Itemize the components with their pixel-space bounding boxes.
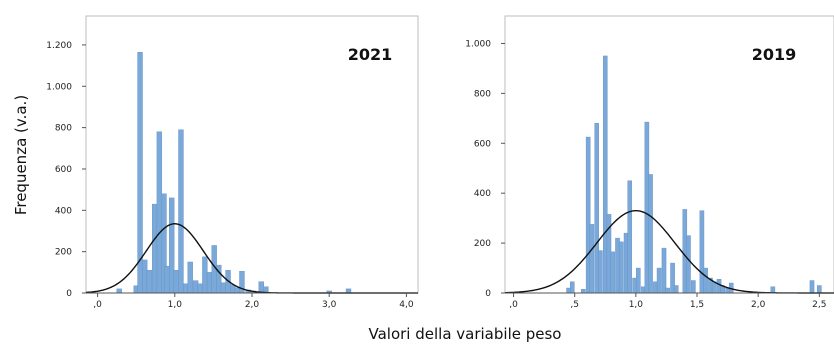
histogram-bar	[206, 272, 213, 294]
histogram-bar	[164, 265, 170, 294]
panel-year-label: 2019	[752, 45, 797, 64]
histogram-bar	[569, 281, 575, 294]
histogram-bar	[220, 282, 227, 294]
y-tick-label: 0	[66, 289, 72, 299]
histogram-bar	[598, 250, 603, 294]
histogram-bar	[661, 247, 667, 294]
y-tick-label: 800	[55, 124, 72, 134]
histogram-panel-2019: 0 200 400 600 800 1.000 ,0 ,5 1,0 1,5 2,0 2,5 2019	[465, 15, 834, 310]
histogram-bar	[648, 174, 653, 294]
histogram-bar	[173, 270, 180, 294]
x-tick-label: ,0	[93, 300, 102, 310]
histogram-bar	[673, 285, 679, 294]
x-tick-label: 2,0	[245, 300, 260, 310]
x-axis: ,0 1,0 2,0 3,0 4,0	[93, 293, 414, 310]
histogram-bar	[627, 180, 633, 294]
y-axis-title: Frequenza (v.a.)	[12, 95, 30, 215]
y-tick-label: 1.000	[465, 39, 491, 49]
y-axis: 0 200 400 600 800 1.000	[465, 39, 505, 299]
histogram-bar	[152, 203, 158, 294]
histogram-bar	[686, 235, 691, 294]
x-tick-label: 2,5	[812, 300, 826, 310]
x-tick-label: ,0	[509, 300, 518, 310]
histogram-bar	[703, 267, 708, 294]
histogram-bar	[116, 288, 122, 294]
x-tick-label: 1,5	[690, 300, 704, 310]
histogram-bar	[589, 224, 595, 294]
y-tick-label: 0	[485, 289, 491, 299]
histogram-bar	[817, 285, 822, 294]
histogram-bar	[770, 286, 776, 294]
histogram-bar	[234, 287, 241, 294]
x-axis: ,0 ,5 1,0 1,5 2,0 2,5	[509, 293, 826, 310]
x-tick-label: 1,0	[629, 300, 644, 310]
y-tick-label: 600	[55, 165, 72, 175]
panel-year-label: 2021	[348, 45, 393, 64]
y-tick-label: 400	[55, 206, 72, 216]
histogram-bar	[581, 289, 586, 294]
histogram-bar	[258, 281, 264, 294]
x-tick-label: 3,0	[322, 300, 337, 310]
histogram-panel-2021: 0 200 400 600 800 1.000 1.200 ,0 1,0 2,0 3,0 4,0 202…	[46, 15, 419, 310]
histogram-bar	[192, 280, 199, 294]
histogram-bar	[665, 287, 670, 294]
y-tick-label: 800	[474, 89, 491, 99]
histogram-bars	[116, 51, 352, 294]
x-tick-label: 2,0	[751, 300, 766, 310]
histogram-bar	[656, 267, 662, 294]
histogram-bar	[182, 283, 189, 294]
histogram-bar	[169, 197, 175, 294]
histogram-bar	[636, 267, 641, 294]
histogram-bars	[566, 55, 822, 294]
x-tick-label: 1,0	[168, 300, 183, 310]
y-tick-label: 1.200	[46, 41, 72, 51]
y-tick-label: 200	[474, 239, 491, 249]
histogram-bar	[197, 283, 203, 294]
histogram-bar	[230, 284, 236, 294]
histogram-bar	[146, 270, 152, 294]
y-axis: 0 200 400 600 800 1.000 1.200	[46, 41, 86, 299]
histogram-bar	[691, 280, 696, 294]
histogram-bar	[156, 131, 163, 294]
y-tick-label: 400	[474, 189, 491, 199]
histogram-bar	[809, 280, 815, 294]
y-tick-label: 600	[474, 139, 491, 149]
histogram-bar	[711, 281, 717, 294]
histogram-bar	[618, 241, 624, 294]
y-tick-label: 200	[55, 248, 72, 258]
x-tick-label: 4,0	[399, 300, 414, 310]
x-axis-title: Valori della variabile peso	[369, 325, 562, 343]
histogram-bar	[187, 261, 193, 294]
histogram-bar	[178, 129, 184, 294]
y-tick-label: 1.000	[46, 82, 72, 92]
plot-frame	[504, 15, 834, 294]
histogram-bar	[202, 256, 208, 294]
x-tick-label: ,5	[570, 300, 579, 310]
histogram-bar	[610, 251, 615, 294]
histogram-bar	[142, 259, 148, 294]
